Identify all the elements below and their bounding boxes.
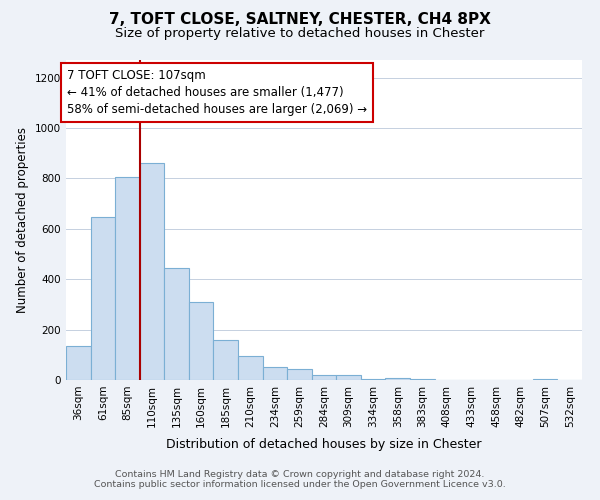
Text: Size of property relative to detached houses in Chester: Size of property relative to detached ho… — [115, 28, 485, 40]
Bar — [385, 378, 410, 380]
Bar — [287, 370, 312, 380]
Text: 7 TOFT CLOSE: 107sqm
← 41% of detached houses are smaller (1,477)
58% of semi-de: 7 TOFT CLOSE: 107sqm ← 41% of detached h… — [67, 69, 367, 116]
Bar — [361, 378, 385, 380]
Bar — [66, 346, 91, 380]
Bar — [263, 367, 287, 380]
Bar — [336, 375, 361, 380]
Bar — [312, 376, 336, 380]
Bar — [115, 177, 140, 380]
Bar — [164, 268, 189, 380]
X-axis label: Distribution of detached houses by size in Chester: Distribution of detached houses by size … — [166, 438, 482, 451]
Bar — [533, 378, 557, 380]
Text: 7, TOFT CLOSE, SALTNEY, CHESTER, CH4 8PX: 7, TOFT CLOSE, SALTNEY, CHESTER, CH4 8PX — [109, 12, 491, 28]
Text: Contains HM Land Registry data © Crown copyright and database right 2024.
Contai: Contains HM Land Registry data © Crown c… — [94, 470, 506, 489]
Y-axis label: Number of detached properties: Number of detached properties — [16, 127, 29, 313]
Bar — [140, 164, 164, 380]
Bar — [214, 340, 238, 380]
Bar — [189, 302, 214, 380]
Bar — [238, 356, 263, 380]
Bar — [91, 218, 115, 380]
